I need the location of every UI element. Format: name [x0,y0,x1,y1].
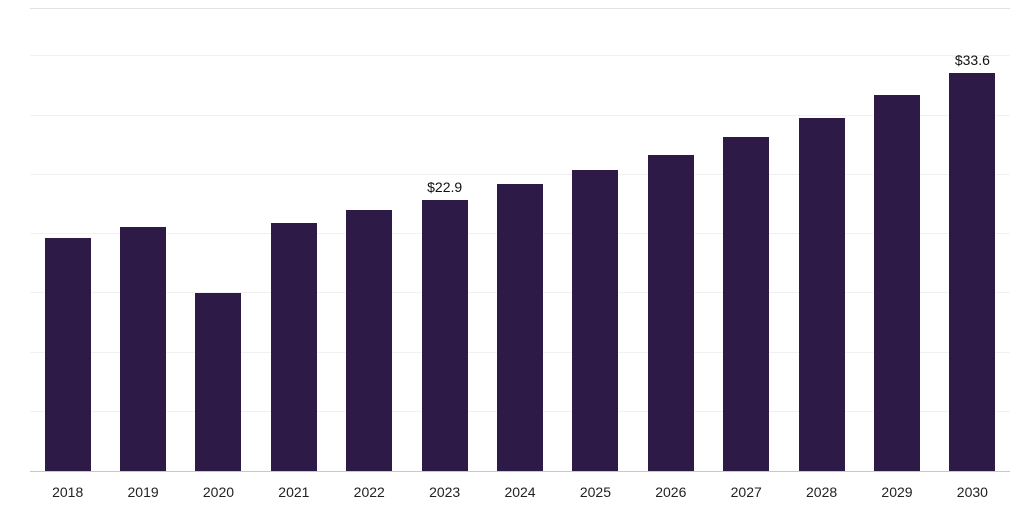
x-tick-2030: 2030 [956,484,988,500]
gridline [30,114,1010,116]
x-tick-2023: 2023 [429,484,461,500]
bar-value-label-2023: $22.9 [427,178,463,195]
x-tick-2018: 2018 [52,484,84,500]
bar-2029 [873,95,920,471]
bar-slot-2030: $33.6 [935,9,1010,471]
bar-slot-2029 [859,9,934,471]
bar-2021 [270,223,317,471]
bar-slot-2019 [105,9,180,471]
x-tick-2022: 2022 [353,484,385,500]
x-tick-2019: 2019 [127,484,159,500]
x-tick-2025: 2025 [579,484,611,500]
bar-series: $22.9 $33.6 [30,9,1010,471]
bar-2025 [572,170,619,471]
x-tick-2024: 2024 [504,484,536,500]
plot-area: $22.9 $33.6 [30,8,1010,472]
bar-2019 [120,226,167,471]
x-tick-2028: 2028 [806,484,838,500]
bar-2023 [421,199,468,471]
x-tick-2027: 2027 [730,484,762,500]
bar-slot-2026 [633,9,708,471]
x-tick-2020: 2020 [202,484,235,500]
x-tick-2029: 2029 [881,484,913,500]
x-axis-labels: 2018 2019 2020 2021 2022 2023 2024 2025 2026 2027… [30,480,1010,504]
bar-2018 [44,237,91,471]
bar-slot-2020 [181,9,256,471]
bar-slot-2018 [30,9,105,471]
bar-2024 [497,184,544,471]
bar-slot-2021 [256,9,331,471]
bar-2027 [723,136,770,471]
x-tick-2026: 2026 [655,484,687,500]
bar-slot-2025 [558,9,633,471]
bar-slot-2024 [482,9,557,471]
bar-2026 [647,154,694,471]
gridline [30,173,1010,175]
bar-slot-2028 [784,9,859,471]
bar-2022 [346,210,393,471]
bar-2028 [798,118,845,471]
bar-2020 [195,293,242,471]
gridline [30,55,1010,57]
bar-value-label-2030: $33.6 [954,51,990,68]
bar-slot-2027 [709,9,784,471]
bar-2030 [949,72,996,471]
x-tick-2021: 2021 [278,484,310,500]
bar-slot-2022 [332,9,407,471]
bar-slot-2023: $22.9 [407,9,482,471]
